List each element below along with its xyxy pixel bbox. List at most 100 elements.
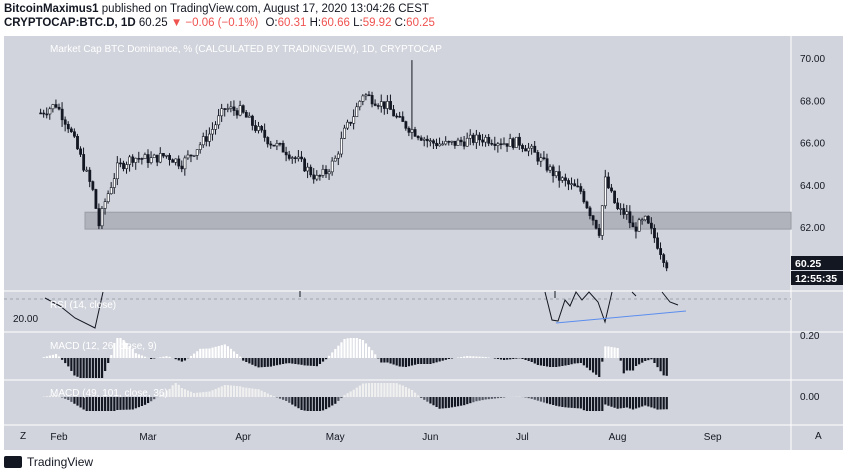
high-value: 60.66 — [321, 17, 350, 29]
candle-body — [603, 176, 607, 207]
candle-body — [241, 105, 245, 113]
macd1-bar — [248, 358, 251, 364]
macd2-bar — [453, 397, 457, 407]
macd2-bar — [417, 395, 420, 397]
macd1-bar — [134, 353, 137, 358]
macd2-bar — [499, 397, 503, 398]
macd2-bar — [549, 397, 552, 405]
rsi-trendline[interactable] — [555, 310, 687, 324]
macd2-bar — [232, 385, 236, 397]
macd1-bar — [137, 354, 140, 358]
macd1-bar — [131, 349, 134, 358]
macd1-bar — [294, 358, 297, 364]
macd2-bar — [404, 387, 407, 397]
macd2-bar — [128, 397, 131, 410]
macd2-bar — [659, 397, 662, 410]
candle-body — [269, 143, 273, 146]
macd2-bar — [392, 383, 395, 397]
candle-body — [290, 157, 294, 159]
price-change: ▼ −0.06 (−0.1%) — [170, 17, 259, 29]
macd1-bar — [460, 357, 463, 358]
macd1-bar — [239, 356, 242, 358]
macd2-bar — [119, 397, 122, 410]
author-name[interactable]: BitcoinMaximus1 — [4, 3, 99, 15]
macd1-bar — [325, 358, 328, 360]
macd2-bar — [73, 397, 76, 404]
macd2-bar — [638, 397, 641, 408]
candle-body — [548, 166, 552, 171]
macd2-bar — [116, 397, 119, 410]
macd1-bar — [303, 358, 306, 366]
candle-body — [379, 101, 383, 107]
candle-body — [195, 149, 199, 156]
candle-body — [42, 112, 46, 115]
macd1-bar — [647, 358, 650, 361]
candle-body — [330, 160, 334, 173]
macd2-bar — [539, 397, 543, 402]
tradingview-logo-icon[interactable] — [4, 456, 22, 468]
macd2-bar — [91, 397, 94, 411]
macd2-bar — [552, 397, 555, 405]
macd2-bar — [450, 397, 454, 408]
macd1-bar — [561, 358, 564, 366]
macd-histogram-1 — [42, 338, 668, 378]
macd2-bar — [456, 397, 460, 407]
candle-body — [450, 140, 454, 143]
candle-body — [251, 115, 254, 126]
candle-body — [54, 104, 58, 108]
macd2-bar — [650, 397, 653, 408]
macd2-bar — [478, 397, 481, 401]
candle-body — [481, 139, 485, 143]
support-zone[interactable] — [84, 211, 792, 230]
last-price-tag-value: 60.25 — [795, 258, 821, 270]
candle-body — [217, 115, 221, 126]
candle-body — [128, 156, 132, 165]
macd2-bar — [634, 397, 638, 409]
candle-body — [514, 136, 518, 148]
macd2-bar — [260, 390, 263, 397]
macd2-bar — [278, 397, 282, 399]
candle-body — [459, 139, 463, 143]
candle-body — [146, 154, 150, 163]
macd2-bar — [398, 384, 401, 397]
macd2-bar — [291, 397, 294, 405]
macd1-bar — [257, 358, 260, 368]
macd1-bar — [45, 356, 48, 358]
macd2-bar — [177, 384, 180, 397]
candle-body — [171, 159, 175, 163]
zoom-icon[interactable]: Z — [20, 431, 26, 442]
macd1-bar — [542, 358, 546, 366]
price-axis[interactable] — [791, 36, 843, 450]
candle-body — [398, 115, 402, 118]
candle-body — [542, 157, 546, 160]
macd2-bar — [226, 385, 229, 397]
candle-body — [407, 127, 411, 133]
candle-body — [554, 171, 558, 177]
candle-body — [106, 193, 110, 202]
macd2-bar — [285, 397, 288, 401]
candle-body — [254, 125, 257, 131]
candle-body — [168, 154, 171, 161]
auto-scale-icon[interactable]: A — [815, 431, 822, 442]
macd1-bar — [73, 358, 76, 376]
candle-body — [646, 215, 650, 224]
candle-body — [232, 106, 236, 111]
candle-body — [557, 171, 561, 181]
symbol-label[interactable]: CRYPTOCAP:BTC.D, 1D — [4, 17, 136, 29]
candle-body — [364, 94, 368, 97]
candle-body — [465, 137, 469, 147]
macd2-bar — [595, 397, 598, 411]
candle-body — [435, 142, 438, 147]
macd1-bar — [263, 358, 266, 367]
candle-body — [192, 155, 196, 157]
candle-body — [152, 154, 156, 159]
time-tick-label: Jun — [422, 432, 438, 443]
macd2-bar — [94, 397, 98, 411]
macd1-bar — [407, 358, 411, 367]
macd1-bar — [214, 346, 217, 358]
macd2-bar — [140, 397, 144, 406]
footer-brand[interactable]: TradingView — [27, 455, 94, 469]
macd1-bar — [61, 358, 64, 360]
candle-body — [318, 175, 322, 177]
